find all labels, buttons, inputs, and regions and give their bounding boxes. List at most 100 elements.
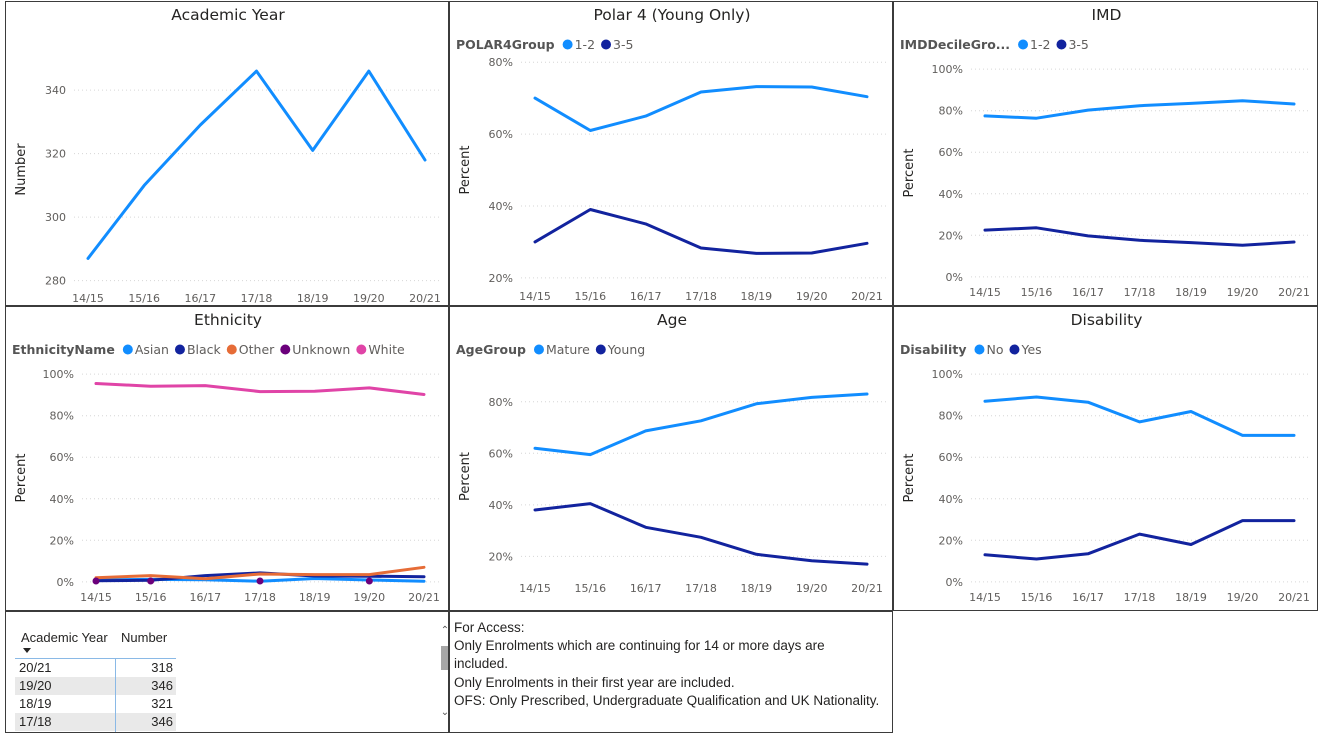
cell-academic-year: 18/19 xyxy=(19,696,52,711)
x-tick-label: 20/21 xyxy=(408,591,440,604)
legend-label-asian: Asian xyxy=(135,342,169,357)
legend-label-white: White xyxy=(368,342,405,357)
x-tick-label: 14/15 xyxy=(72,292,104,305)
cell-number: 346 xyxy=(151,714,173,729)
x-tick-label: 18/19 xyxy=(1175,286,1207,299)
table-row[interactable]: 17/18 346 xyxy=(15,713,176,731)
x-tick-label: 14/15 xyxy=(80,591,112,604)
age-chart: Age AgeGroup Mature Young 20% 40% 60% 80% Percen… xyxy=(456,311,886,595)
legend-marker-unknown xyxy=(280,344,291,355)
x-tick-label: 17/18 xyxy=(241,292,273,305)
y-tick-label: 0% xyxy=(57,576,74,589)
table-row[interactable]: 18/19 321 xyxy=(15,695,176,713)
y-axis-label: Percent xyxy=(14,454,29,503)
x-tick-label: 16/17 xyxy=(184,292,216,305)
y-tick-label: 0% xyxy=(946,576,963,589)
scrollbar-thumb[interactable] xyxy=(441,646,448,670)
x-tick-label: 19/20 xyxy=(1227,286,1259,299)
legend-label-3-5: 3-5 xyxy=(613,37,633,52)
x-tick-label: 15/16 xyxy=(1021,591,1053,604)
x-tick-label: 16/17 xyxy=(630,582,662,595)
y-tick-label: 280 xyxy=(45,275,66,288)
y-tick-label: 40% xyxy=(939,188,963,201)
sort-descending-icon[interactable] xyxy=(23,648,31,653)
chart-title: Age xyxy=(657,311,687,329)
y-tick-label: 80% xyxy=(939,410,963,423)
cell-number: 346 xyxy=(151,678,173,693)
cell-academic-year: 20/21 xyxy=(19,660,52,675)
column-header-number[interactable]: Number xyxy=(121,630,168,645)
column-header-academic-year[interactable]: Academic Year xyxy=(21,630,108,645)
table-row[interactable]: 19/20 346 xyxy=(15,677,176,695)
chart-panel-ethnicity: Ethnicity EthnicityName Asian Black Other Unk… xyxy=(5,306,449,611)
x-tick-label: 17/18 xyxy=(685,290,717,303)
table-panel: Academic Year Number 20/21 318 19/20 346… xyxy=(5,611,449,733)
cell-number: 321 xyxy=(151,696,173,711)
series-line-young xyxy=(533,502,869,566)
cell-academic-year: 17/18 xyxy=(19,714,52,729)
legend-title: IMDDecileGro... xyxy=(900,37,1010,52)
series-line-number xyxy=(86,69,427,260)
y-tick-label: 80% xyxy=(489,56,513,69)
legend-marker-no xyxy=(974,344,985,355)
x-tick-label: 17/18 xyxy=(1124,286,1156,299)
x-tick-label: 15/16 xyxy=(128,292,160,305)
note-line: For Access: xyxy=(454,620,525,635)
table-scrollbar[interactable]: ⌃ ⌄ xyxy=(440,622,449,722)
legend-label-black: Black xyxy=(187,342,222,357)
x-tick-label: 19/20 xyxy=(1227,591,1259,604)
y-tick-label: 20% xyxy=(939,229,963,242)
table-row[interactable]: 20/21 318 xyxy=(15,659,176,677)
x-tick-label: 17/18 xyxy=(244,591,276,604)
y-axis-label: Percent xyxy=(902,454,917,503)
legend-label-3-5: 3-5 xyxy=(1068,37,1088,52)
chevron-down-icon[interactable]: ⌄ xyxy=(440,707,449,718)
y-tick-label: 0% xyxy=(946,271,963,284)
y-tick-label: 80% xyxy=(489,396,513,409)
y-tick-label: 60% xyxy=(50,451,74,464)
legend-marker-3-5 xyxy=(1056,39,1067,50)
x-tick-label: 17/18 xyxy=(685,582,717,595)
x-tick-label: 18/19 xyxy=(1175,591,1207,604)
chevron-up-icon[interactable]: ⌃ xyxy=(440,625,449,636)
y-tick-label: 60% xyxy=(489,447,513,460)
y-tick-label: 60% xyxy=(939,146,963,159)
column-divider xyxy=(115,658,116,732)
series-line-3-5 xyxy=(533,208,869,255)
x-tick-label: 16/17 xyxy=(1072,591,1104,604)
note-line: Only Enrolments which are continuing for… xyxy=(454,638,825,654)
x-tick-label: 15/16 xyxy=(574,290,606,303)
chart-title: Disability xyxy=(1071,311,1143,329)
y-axis-label: Percent xyxy=(902,149,917,198)
x-tick-label: 20/21 xyxy=(1278,591,1310,604)
y-tick-label: 300 xyxy=(45,211,66,224)
ethnicity-chart: Ethnicity EthnicityName Asian Black Other Unk… xyxy=(12,311,442,604)
y-tick-label: 20% xyxy=(939,534,963,547)
x-tick-label: 18/19 xyxy=(297,292,329,305)
data-table: Academic Year Number 20/21 318 19/20 346… xyxy=(15,624,176,732)
legend-label-no: No xyxy=(986,342,1003,357)
y-tick-label: 40% xyxy=(50,493,74,506)
legend-marker-white xyxy=(356,344,367,355)
legend-title: Disability xyxy=(900,342,966,357)
x-tick-label: 19/20 xyxy=(796,290,828,303)
chart-panel-academic-year: Academic Year 280 300 320 340 Number 14/15 15/1… xyxy=(5,1,449,306)
legend-label-1-2: 1-2 xyxy=(575,37,595,52)
x-tick-label: 14/15 xyxy=(969,591,1001,604)
data-point-unknown xyxy=(147,577,155,585)
chart-title: Polar 4 (Young Only) xyxy=(593,6,750,24)
legend-label-mature: Mature xyxy=(546,342,590,357)
legend-title: EthnicityName xyxy=(12,342,115,357)
academic-year-chart: Academic Year 280 300 320 340 Number 14/15 15/1… xyxy=(14,6,442,305)
y-axis-label: Percent xyxy=(458,146,473,195)
series-line-1-2 xyxy=(983,99,1296,120)
note-line: Only Enrolments in their first year are … xyxy=(454,674,735,690)
legend-marker-1-2 xyxy=(562,39,573,50)
x-tick-label: 15/16 xyxy=(135,591,167,604)
disability-chart: Disability Disability No Yes 0% 20% 40% 60% 80% 1… xyxy=(900,311,1311,604)
x-tick-label: 18/19 xyxy=(740,290,772,303)
x-tick-label: 15/16 xyxy=(1021,286,1053,299)
note-line: OFS: Only Prescribed, Undergraduate Qual… xyxy=(454,692,880,708)
y-tick-label: 100% xyxy=(932,368,963,381)
data-point-unknown xyxy=(256,577,264,585)
